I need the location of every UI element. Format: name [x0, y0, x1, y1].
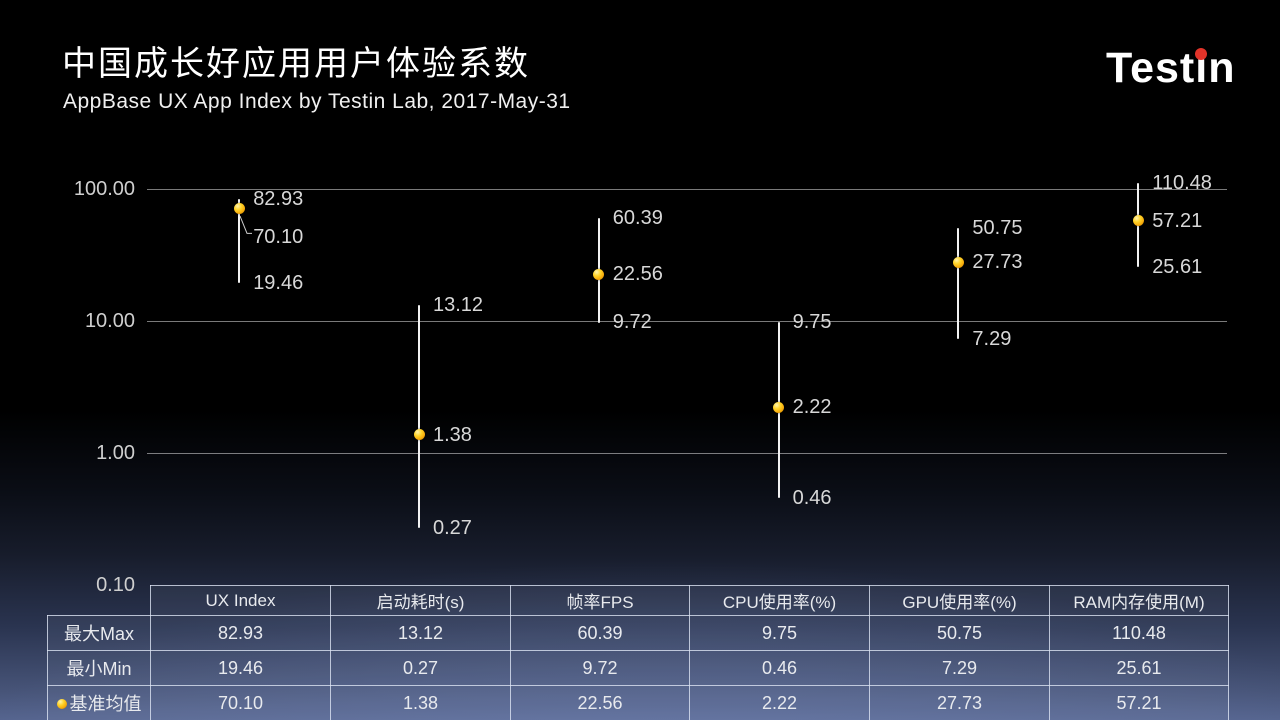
logo-text-front: Test [1106, 44, 1196, 92]
y-axis-tick-label: 0.10 [96, 574, 135, 596]
table-row: 最大Max 82.93 13.12 60.39 9.75 50.75 110.48 [47, 615, 1229, 651]
table-header-cell: 启动耗时(s) [330, 585, 511, 616]
point-value-label: 110.48 [1152, 171, 1212, 194]
mean-marker [773, 401, 785, 413]
value-cell: 2.22 [689, 685, 870, 720]
point-value-label: 22.56 [612, 263, 663, 286]
mean-marker [413, 429, 425, 441]
row-label-cell: 基准均值 [47, 685, 151, 720]
point-value-label: 25.61 [1152, 255, 1203, 278]
value-cell: 13.12 [330, 615, 511, 651]
page-subtitle: AppBase UX App Index by Testin Lab, 2017… [63, 90, 571, 113]
value-cell: 0.27 [330, 650, 511, 686]
value-cell: 82.93 [150, 615, 331, 651]
value-cell: 27.73 [869, 685, 1050, 720]
value-cell: 1.38 [330, 685, 511, 720]
point-value-label: 9.75 [792, 311, 832, 334]
table-row: 基准均值 70.10 1.38 22.56 2.22 27.73 57.21 [47, 685, 1229, 720]
logo-text-rest: n [1208, 44, 1236, 92]
value-cell: 19.46 [150, 650, 331, 686]
row-label-cell: 最大Max [47, 615, 151, 651]
value-cell: 50.75 [869, 615, 1050, 651]
point-value-label: 9.72 [612, 311, 652, 334]
point-value-label: 60.39 [612, 206, 663, 229]
point-value-label: 13.12 [433, 294, 484, 317]
chart-gridline [147, 321, 1227, 322]
point-value-label: 50.75 [972, 216, 1023, 239]
table-header-cell: CPU使用率(%) [689, 585, 870, 616]
summary-table: UX Index 启动耗时(s) 帧率FPS CPU使用率(%) GPU使用率(%) RA… [47, 585, 1229, 720]
value-cell: 9.75 [689, 615, 870, 651]
point-value-label: 82.93 [253, 188, 304, 211]
value-cell: 9.72 [510, 650, 690, 686]
series-hilo-line [418, 305, 420, 529]
series-hilo-line [957, 227, 960, 339]
mean-marker [593, 268, 605, 280]
value-cell: 22.56 [510, 685, 690, 720]
row-label-cell: 最小Min [47, 650, 151, 686]
corner-empty-cell [48, 586, 151, 616]
table-header-cell: GPU使用率(%) [869, 585, 1050, 616]
point-value-label: 2.22 [792, 396, 832, 419]
point-value-label: 57.21 [1152, 209, 1203, 232]
y-axis-tick-label: 100.00 [73, 178, 135, 200]
value-cell: 0.46 [689, 650, 870, 686]
label-leader-line [239, 215, 253, 234]
testin-logo: Testı n [1106, 44, 1235, 93]
mean-marker [233, 203, 245, 215]
value-cell: 7.29 [869, 650, 1050, 686]
table-row: 最小Min 19.46 0.27 9.72 0.46 7.29 25.61 [47, 650, 1229, 686]
value-cell: 57.21 [1049, 685, 1229, 720]
table-header-cell: 帧率FPS [510, 585, 690, 616]
series-hilo-line [238, 199, 241, 283]
point-value-label: 70.10 [253, 226, 304, 249]
mean-marker [952, 256, 964, 268]
y-axis-tick-label: 10.00 [84, 310, 135, 332]
value-cell: 110.48 [1049, 615, 1229, 651]
table-header-cell: RAM内存使用(M) [1049, 585, 1229, 616]
value-cell: 60.39 [510, 615, 690, 651]
chart-gridline [147, 189, 1227, 190]
page-title: 中国成长好应用用户体验系数 [62, 45, 530, 83]
table-header-row: UX Index 启动耗时(s) 帧率FPS CPU使用率(%) GPU使用率(%) RA… [48, 585, 1229, 616]
y-axis-tick-label: 1.00 [96, 442, 135, 464]
table-header-cell: UX Index [150, 585, 331, 616]
point-value-label: 0.27 [433, 517, 472, 540]
point-value-label: 0.46 [792, 486, 832, 509]
logo-letter-i: ı [1195, 44, 1209, 92]
value-cell: 25.61 [1049, 650, 1229, 686]
logo-red-dot-icon [1195, 48, 1208, 60]
point-value-label: 27.73 [972, 251, 1023, 274]
mean-marker-icon [56, 699, 67, 710]
point-value-label: 7.29 [972, 328, 1012, 350]
chart-gridline [147, 453, 1227, 454]
mean-marker [1132, 215, 1144, 227]
point-value-label: 19.46 [253, 271, 304, 294]
value-cell: 70.10 [150, 685, 331, 720]
point-value-label: 1.38 [433, 423, 472, 446]
